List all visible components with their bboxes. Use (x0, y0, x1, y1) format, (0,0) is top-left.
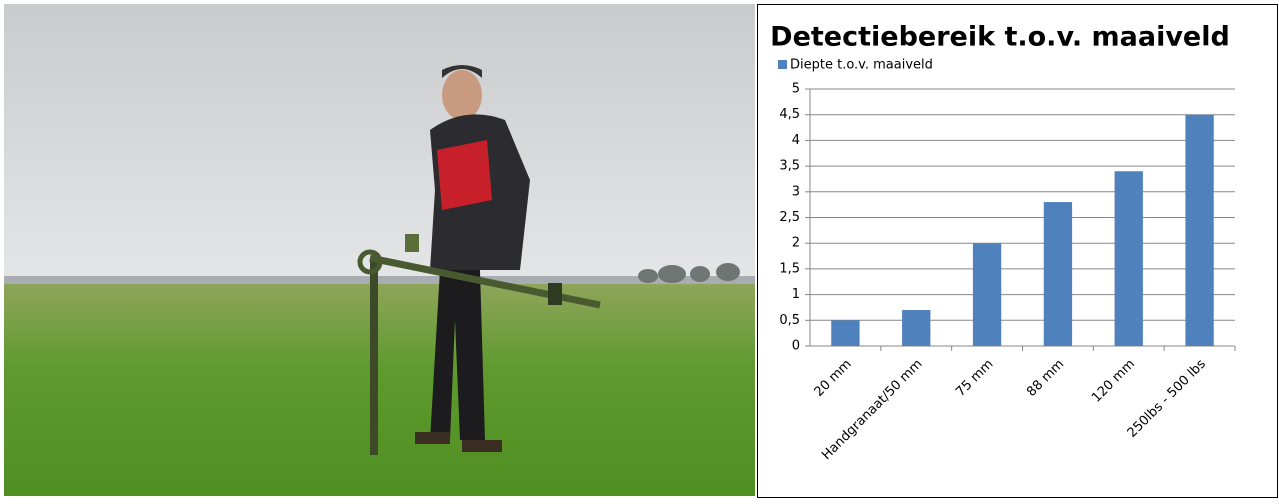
bar (902, 310, 931, 346)
y-tick-label: 5 (792, 82, 800, 97)
horizon (4, 276, 755, 284)
bar (831, 320, 860, 346)
y-tick-label: 0 (792, 339, 800, 354)
bar (1114, 171, 1143, 346)
person (415, 65, 530, 452)
y-tick-label: 4,5 (779, 107, 800, 122)
photo (4, 4, 755, 496)
y-tick-label: 2 (792, 236, 800, 251)
y-tick-label: 3 (792, 184, 800, 199)
legend-swatch (778, 60, 787, 69)
y-tick-label: 4 (792, 133, 800, 148)
bar (972, 243, 1002, 346)
y-tick-label: 3,5 (779, 159, 800, 174)
bar (1043, 202, 1073, 346)
legend-label: Diepte t.o.v. maaiveld (790, 58, 933, 73)
y-tick-label: 2,5 (779, 210, 800, 225)
y-tick-label: 1,5 (779, 261, 800, 276)
bar (1185, 114, 1214, 346)
chart-title: Detectiebereik t.o.v. maaiveld (770, 22, 1230, 53)
y-tick-label: 1 (792, 287, 800, 302)
y-tick-label: 0,5 (779, 313, 800, 328)
grass (4, 284, 755, 496)
sky (4, 4, 755, 279)
detector (357, 234, 601, 455)
trees (638, 263, 740, 283)
